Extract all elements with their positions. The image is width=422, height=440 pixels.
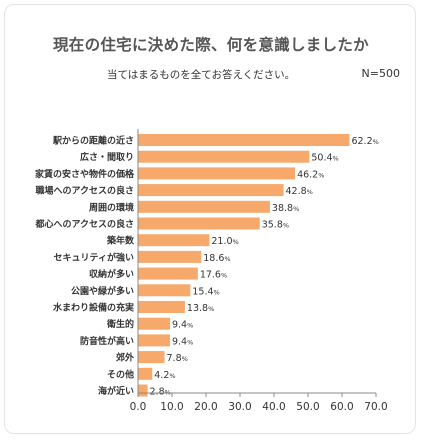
category-label: 駅からの距離の近さ [53,135,134,147]
category-label: 家賃の安さや物件の価格 [35,168,135,180]
x-axis: 0.0 10.0 20.0 30.0 40.0 50.0 60.0 70.0 [130,129,388,413]
category-label: 広さ・間取り [80,151,134,163]
bars-layer [138,134,350,397]
category-labels-layer: 駅からの距離の近さ広さ・間取り家賃の安さや物件の価格職場へのアクセスの良さ周囲の… [34,135,135,398]
x-tick-label: 60.0 [330,401,353,413]
value-label: 35.8% [262,220,289,231]
category-label: 周囲の環境 [89,201,134,213]
x-tick-label: 50.0 [296,401,319,413]
value-label: 9.4% [172,320,193,331]
bar [138,317,170,330]
bar [138,334,170,347]
value-label: 2.8% [150,387,171,398]
category-label: 都心へのアクセスの良さ [34,218,134,230]
value-label: 4.2% [154,370,175,381]
x-tick-label: 20.0 [194,401,217,413]
value-label: 18.6% [203,253,230,264]
x-tick-label: 30.0 [228,401,251,413]
x-tick-label: 40.0 [262,401,285,413]
value-label: 62.2% [351,136,378,147]
bar [138,217,260,230]
category-label: 収納が多い [89,268,134,280]
category-label: 築年数 [106,235,135,247]
value-label: 7.8% [167,353,188,364]
category-label: 防音性が高い [80,335,134,347]
chart-subtitle: 当てはまるものを全てお答えください。 [107,69,296,81]
category-label: セキュリティが強い [54,251,134,263]
chart-title: 現在の住宅に決めた際、何を意識しましたか [52,36,369,54]
category-label: 海が近い [98,385,134,397]
bar [138,267,198,280]
value-label: 15.4% [192,286,219,297]
value-label: 46.2% [297,169,324,180]
value-label: 38.8% [272,203,299,214]
category-label: 郊外 [116,352,134,364]
value-label: 13.8% [187,303,214,314]
x-tick-label: 10.0 [160,401,183,413]
bar [138,284,191,297]
bar [138,167,296,180]
bar [138,200,270,213]
bar [138,367,153,380]
bar [138,384,148,397]
value-label: 42.8% [286,186,313,197]
bar [138,250,202,263]
bar [138,234,210,247]
category-label: 職場へのアクセスの良さ [35,185,134,197]
category-label: 水まわり設備の充実 [53,302,134,314]
bar [138,150,310,163]
x-tick-label: 70.0 [364,401,387,413]
value-label: 9.4% [172,336,193,347]
bar [138,184,284,197]
category-label: 公園や緑が多い [71,285,134,297]
bar [138,134,350,146]
value-labels-layer: 62.2% 50.4% 46.2% 42.8% 38.8% 35.8% 21.0% 18.6%… [150,136,379,398]
sample-size-label: N=500 [361,67,400,80]
value-label: 17.6% [200,270,227,281]
x-tick-label: 0.0 [130,401,147,413]
category-label: その他 [107,368,134,380]
bar [138,301,185,313]
bar [138,351,165,364]
value-label: 50.4% [311,153,338,164]
value-label: 21.0% [211,236,238,247]
category-label: 衛生的 [106,318,134,330]
